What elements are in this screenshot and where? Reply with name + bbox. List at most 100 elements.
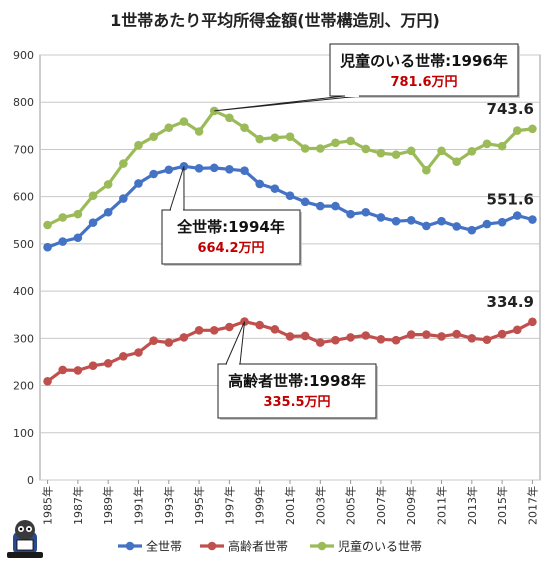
data-point (482, 219, 492, 229)
data-point (452, 157, 461, 167)
data-point (149, 336, 158, 345)
data-point (406, 330, 416, 339)
y-tick-label: 100 (13, 427, 34, 440)
data-point (331, 335, 340, 345)
x-tick-label: 1991年 (131, 486, 145, 525)
x-tick-label: 2001年 (283, 486, 297, 525)
y-tick-label: 400 (13, 285, 34, 298)
data-point (376, 334, 386, 344)
x-tick-label: 1997年 (222, 486, 236, 525)
callout-pointer (169, 166, 185, 211)
data-point (437, 146, 446, 156)
legend-label: 全世帯 (146, 539, 182, 554)
callout-frame (161, 209, 301, 265)
callout-pointer (214, 95, 361, 112)
data-point (528, 124, 537, 134)
x-tick-label: 1987年 (71, 486, 85, 525)
data-point (528, 215, 537, 224)
end-value-label: 551.6 (487, 191, 534, 209)
data-point (406, 215, 416, 225)
data-point (240, 123, 249, 133)
x-tick-label: 2011年 (435, 486, 449, 525)
y-tick-label: 0 (27, 474, 34, 487)
data-point (270, 184, 280, 193)
data-point (103, 359, 113, 368)
data-point (497, 329, 507, 339)
data-point (134, 348, 143, 357)
legend-label: 高齢者世帯 (228, 539, 288, 554)
x-tick-label: 2015年 (495, 486, 509, 525)
data-point (316, 201, 325, 211)
data-point (43, 242, 52, 252)
data-point (209, 326, 219, 335)
y-tick-label: 700 (13, 143, 34, 156)
data-point (225, 164, 234, 174)
data-point (73, 366, 83, 375)
data-point (512, 211, 522, 220)
legend-item: 全世帯 (118, 539, 182, 554)
data-point (240, 166, 249, 175)
data-point (194, 164, 204, 173)
data-point (346, 333, 355, 342)
data-point (103, 207, 113, 217)
legend-swatch-marker (125, 541, 135, 551)
data-point (119, 159, 128, 168)
data-point (119, 351, 128, 361)
callout-frame (329, 43, 519, 97)
data-point (255, 179, 264, 189)
data-point (391, 216, 401, 226)
x-tick-label: 2009年 (404, 486, 418, 525)
data-point (179, 117, 189, 126)
data-point (361, 144, 371, 154)
data-point (452, 222, 461, 231)
callout-value: 664.2万円 (197, 241, 264, 256)
series-0 (43, 162, 537, 252)
data-point (361, 331, 371, 340)
data-point (255, 134, 264, 144)
legend-item: 高齢者世帯 (200, 539, 288, 554)
data-point (376, 213, 386, 222)
data-point (164, 123, 174, 133)
x-tick-label: 1985年 (41, 486, 55, 525)
x-tick-label: 1995年 (192, 486, 206, 525)
data-point (437, 216, 446, 226)
x-tick-label: 1993年 (162, 486, 176, 525)
data-point (88, 218, 98, 227)
data-point (103, 180, 113, 189)
legend-swatch-marker (317, 541, 327, 551)
data-point (331, 138, 340, 148)
data-point (300, 144, 310, 153)
data-point (225, 113, 234, 123)
data-point (270, 133, 280, 142)
x-tick-label: 2007年 (374, 486, 388, 525)
data-point (58, 237, 68, 246)
data-point (316, 338, 325, 347)
data-point (316, 144, 325, 153)
data-point (285, 332, 295, 341)
data-point (73, 209, 83, 219)
data-point (43, 377, 52, 386)
data-point (88, 191, 98, 201)
data-point (43, 220, 52, 230)
data-point (149, 132, 158, 141)
data-point (512, 126, 522, 135)
legend-swatch-marker (207, 541, 217, 551)
data-point (346, 136, 355, 146)
data-point (467, 225, 477, 235)
x-tick-label: 2005年 (344, 486, 358, 525)
data-point (422, 330, 431, 339)
data-point (452, 329, 461, 339)
axes: 0 100 200 300 400 500 600 700 800 900 1985年 1987年 19… (13, 49, 539, 525)
data-point (209, 163, 219, 173)
y-tick-label: 300 (13, 332, 34, 345)
chart-title: 1世帯あたり平均所得金額(世帯構造別、万円) (110, 11, 440, 30)
data-point (194, 326, 204, 335)
callout-title: 児童のいる世帯:1996年 (339, 52, 508, 70)
data-point (255, 320, 264, 330)
data-point (300, 197, 310, 207)
series-line (45, 109, 535, 227)
y-tick-label: 800 (13, 96, 34, 109)
y-tick-label: 200 (13, 380, 34, 393)
